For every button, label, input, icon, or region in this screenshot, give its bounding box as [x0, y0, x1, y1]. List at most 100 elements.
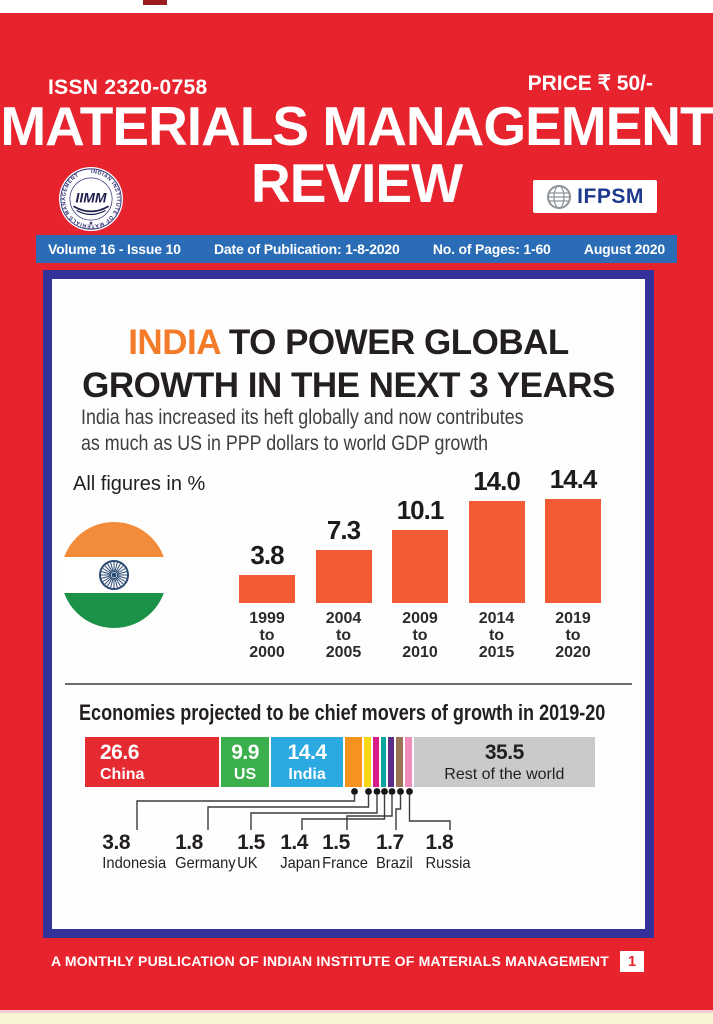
bar-value-label: 7.3	[326, 515, 361, 545]
callout-name: France	[322, 855, 368, 872]
bar-period-label: 2014 to 2015	[478, 610, 515, 661]
masthead-title-line2: REVIEW	[251, 152, 463, 214]
price-label: PRICE ₹ 50/-	[527, 72, 653, 95]
gdp-bar	[545, 499, 601, 603]
callout-dot	[365, 788, 372, 795]
gdp-bar	[468, 501, 525, 603]
callout-label-brazil: 1.7 Brazil	[376, 831, 416, 873]
section-divider	[65, 683, 632, 685]
cream-divider	[0, 1010, 713, 1013]
stacked-segment-rest-of-the-world: 35.5 Rest of the world	[413, 737, 595, 787]
callout-connector-line	[408, 795, 451, 830]
economies-heading: Economies projected to be chief movers o…	[79, 700, 606, 725]
gdp-bar-column: 14.0 2014 to 2015	[462, 466, 532, 661]
callout-dot	[381, 788, 388, 795]
callout-value: 1.8	[175, 831, 203, 854]
segment-value: 35.5	[484, 740, 524, 764]
callout-value: 1.8	[425, 831, 454, 854]
segment-label: 9.9 US	[221, 737, 270, 787]
bar-value-label: 14.4	[549, 464, 598, 494]
gdp-bar	[239, 575, 295, 603]
bar-period-label: 1999 to 2000	[249, 610, 285, 661]
stacked-segment-india: 14.4 India	[271, 737, 345, 787]
segment-label: 14.4 India	[271, 737, 343, 787]
bar-value-label: 14.0	[473, 466, 521, 496]
gdp-bar-chart: 3.8 1999 to 2000 7.3 2004 to 2005 10.1 2009 to 2010…	[232, 464, 608, 661]
infographic-headline: INDIA TO POWER GLOBAL GROWTH IN THE NEXT…	[52, 321, 645, 407]
segment-name: India	[288, 765, 326, 783]
stacked-segment-china: 26.6 China	[85, 737, 221, 787]
iimm-logo-disc	[59, 167, 123, 231]
callout-connector-line	[136, 795, 356, 830]
subtitle-line1: India has increased its heft globally an…	[81, 406, 524, 429]
segment-value: 9.9	[231, 740, 259, 764]
bar-period-label: 2009 to 2010	[402, 610, 438, 661]
red-background: ISSN 2320-0758 PRICE ₹ 50/- MATERIALS MA…	[0, 13, 713, 1012]
callout-dot	[406, 788, 413, 795]
stacked-segment-russia	[404, 737, 414, 787]
gdp-bar	[315, 550, 372, 603]
callout-name: Japan	[280, 855, 321, 872]
callout-value: 1.5	[237, 831, 265, 854]
callout-dot	[373, 788, 381, 795]
globe-icon	[547, 184, 572, 209]
info-volume: Volume 16 - Issue 10	[48, 241, 181, 257]
subtitle-line2: as much as US in PPP dollars to world GD…	[81, 432, 489, 455]
callout-value: 1.7	[375, 831, 404, 854]
info-bar: Volume 16 - Issue 10 Date of Publication…	[36, 235, 677, 263]
figures-note: All figures in %	[73, 473, 206, 495]
segment-value: 26.6	[100, 740, 139, 764]
page-number-box: 1	[620, 951, 644, 972]
iimm-center-text: IIMM	[76, 190, 107, 206]
callout-name: Russia	[425, 855, 471, 872]
callout-value: 3.8	[102, 831, 131, 854]
bar-period-label: 2019 to 2020	[555, 610, 591, 661]
callout-connector-line	[207, 795, 370, 830]
cream-strip	[0, 1013, 713, 1024]
infographic-card: INDIA TO POWER GLOBAL GROWTH IN THE NEXT…	[43, 270, 654, 938]
callout-area: 26.6 China 9.9 US 14.4 India 35.5 Rest of the w…	[85, 737, 595, 877]
ifpsm-label: IFPSM	[577, 184, 644, 208]
callout-connectors	[136, 788, 451, 830]
callout-connector-line	[250, 795, 378, 830]
stacked-segment-uk	[373, 737, 382, 787]
bar-value-label: 3.8	[250, 540, 284, 570]
info-month: August 2020	[583, 241, 665, 257]
infographic-subtitle: India has increased its heft globally an…	[81, 405, 642, 457]
callout-dot	[388, 788, 396, 795]
callout-dot	[397, 788, 404, 795]
stacked-segment-us: 9.9 US	[220, 737, 272, 787]
callout-value: 1.5	[322, 831, 350, 854]
segment-label: 35.5 Rest of the world	[414, 737, 595, 787]
callout-label-indonesia: 3.8 Indonesia	[102, 831, 171, 873]
callout-label-germany: 1.8 Germany	[175, 831, 241, 873]
callout-connector-line	[301, 795, 386, 830]
economies-stacked-bar: 26.6 China 9.9 US 14.4 India 35.5 Rest of the w…	[85, 737, 595, 787]
callout-name: Indonesia	[102, 855, 167, 872]
gdp-bar-column: 14.4 2019 to 2020	[538, 464, 608, 661]
masthead-title-line1: MATERIALS MANAGEMENT	[0, 95, 713, 157]
gdp-bar-column: 3.8 1999 to 2000	[232, 540, 302, 661]
stacked-segment-brazil	[395, 737, 405, 787]
callout-label-japan: 1.4 Japan	[280, 831, 324, 873]
top-tab	[143, 0, 167, 5]
india-flag-icon	[61, 522, 167, 628]
stacked-segment-indonesia	[344, 737, 365, 787]
iimm-wreath-icon	[73, 205, 109, 213]
headline-highlight: INDIA	[128, 323, 220, 362]
segment-name: China	[100, 765, 145, 783]
info-date: Date of Publication: 1-8-2020	[213, 241, 400, 257]
callout-connector-line	[346, 795, 393, 830]
callout-name: Germany	[175, 855, 236, 872]
bar-period-label: 2004 to 2005	[325, 610, 362, 661]
callout-dot	[351, 788, 358, 795]
gdp-bar-column: 10.1 2009 to 2010	[385, 495, 455, 661]
issn-label: ISSN 2320-0758	[48, 76, 208, 99]
top-strip	[0, 0, 713, 13]
segment-name: US	[233, 765, 257, 783]
segment-label: 26.6 China	[85, 737, 219, 787]
stacked-segment-france	[388, 737, 396, 787]
headline-rest: TO POWER GLOBAL	[219, 323, 569, 362]
headline-line2: GROWTH IN THE NEXT 3 YEARS	[82, 366, 615, 405]
callout-label-uk: 1.5 UK	[237, 831, 265, 873]
